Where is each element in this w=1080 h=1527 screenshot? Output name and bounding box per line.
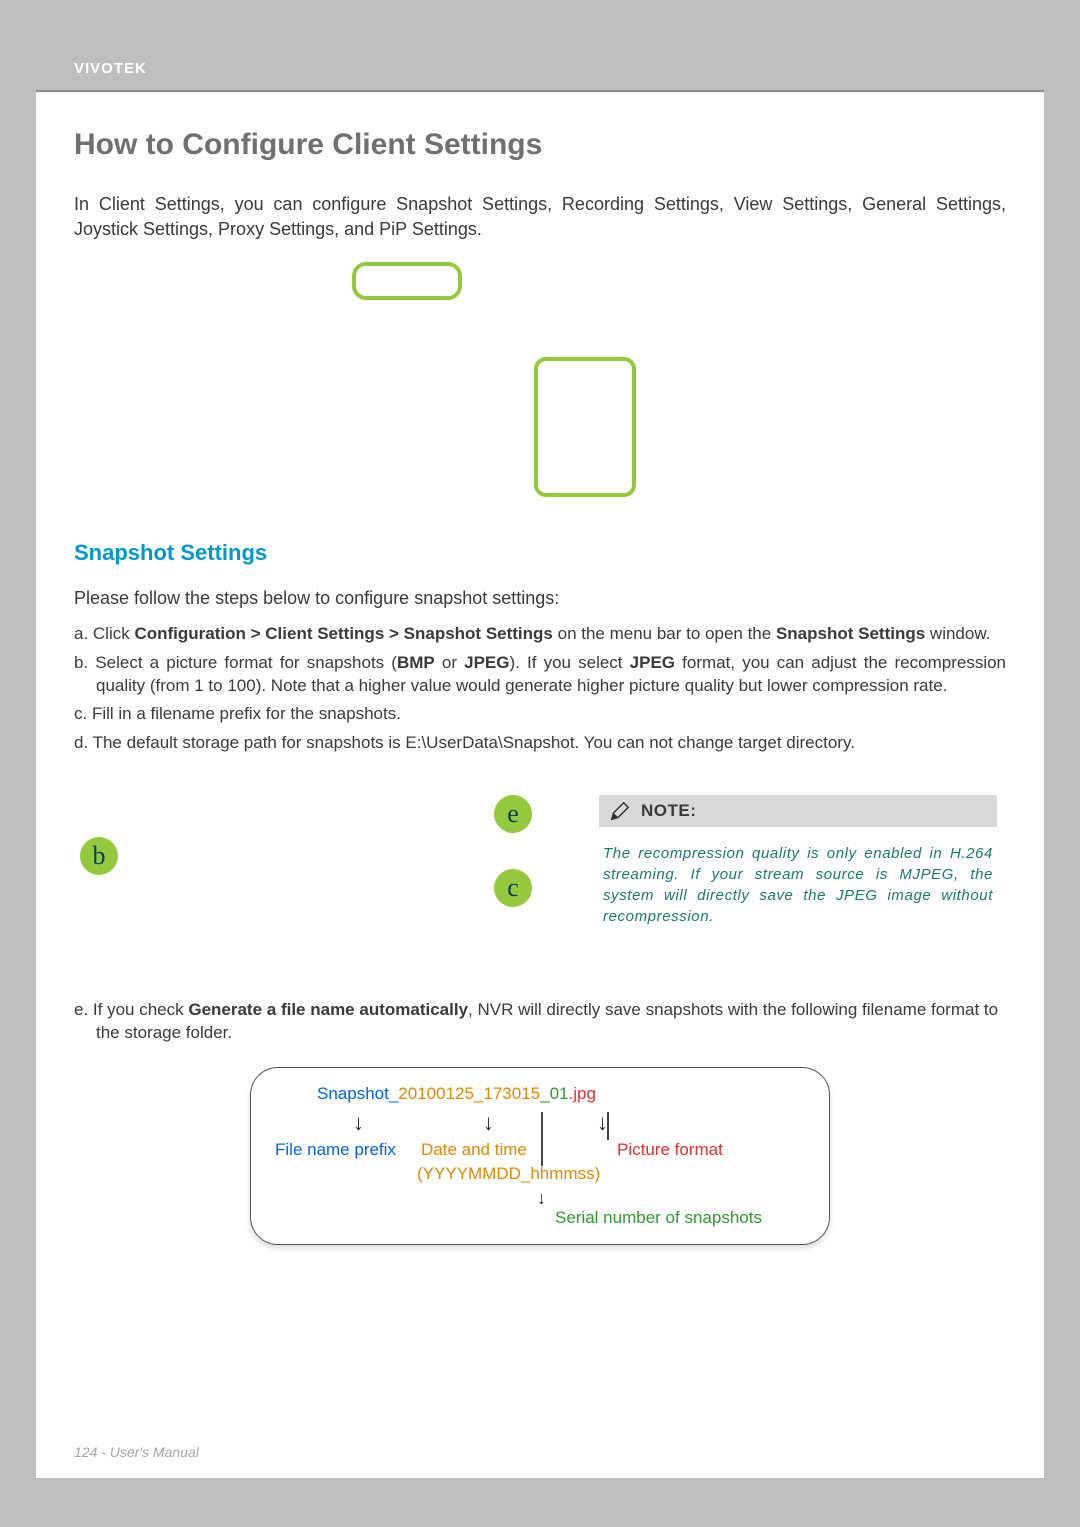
- step-b-text-1: b. Select a picture format for snapshots…: [74, 653, 397, 672]
- marker-b: b: [80, 837, 118, 875]
- filename-diagram: Snapshot_20100125_173015_01.jpg ↓ ↓ ↓ Fi…: [250, 1067, 830, 1245]
- step-a-bold-2: Snapshot Settings: [776, 624, 925, 643]
- filename-prefix: Snapshot_: [317, 1084, 398, 1103]
- screenshot-placeholders: [74, 262, 1006, 512]
- step-a: a. Click Configuration > Client Settings…: [74, 623, 1006, 646]
- label-prefix: File name prefix: [275, 1140, 396, 1160]
- step-e-bold: Generate a file name automatically: [188, 1000, 468, 1019]
- step-c: c. Fill in a filename prefix for the sna…: [74, 703, 1006, 726]
- page-title: How to Configure Client Settings: [74, 128, 1006, 162]
- step-a-text-2: on the menu bar to open the: [553, 624, 776, 643]
- section-heading: Snapshot Settings: [74, 540, 1006, 566]
- note-text: The recompression quality is only enable…: [599, 827, 997, 927]
- step-a-bold-1: Configuration > Client Settings > Snapsh…: [134, 624, 552, 643]
- callout-row: b e c NOTE: The recompression quality is…: [74, 791, 1006, 981]
- step-b: b. Select a picture format for snapshots…: [74, 652, 1006, 698]
- note-box: NOTE: The recompression quality is only …: [599, 795, 997, 927]
- arrow-down-icon: ↓: [537, 1188, 546, 1209]
- step-d: d. The default storage path for snapshot…: [74, 732, 1006, 755]
- marker-c: c: [494, 869, 532, 907]
- highlight-box-2: [534, 357, 636, 497]
- page-content: How to Configure Client Settings In Clie…: [36, 92, 1044, 1245]
- page-footer: 124 - User's Manual: [74, 1444, 199, 1460]
- filename-serial: _01: [540, 1084, 568, 1103]
- note-header: NOTE:: [599, 795, 997, 827]
- note-label: NOTE:: [641, 801, 696, 821]
- step-b-bold-3: JPEG: [630, 653, 675, 672]
- arrow-row: ↓ ↓ ↓: [269, 1110, 811, 1140]
- marker-e: e: [494, 795, 532, 833]
- filename-labels: File name prefix Date and time Picture f…: [269, 1140, 811, 1232]
- step-a-text-1: a. Click: [74, 624, 134, 643]
- label-serial: Serial number of snapshots: [555, 1208, 762, 1228]
- connector-line: [607, 1112, 609, 1140]
- label-format: Picture format: [617, 1140, 723, 1160]
- filename-datetime: 20100125_173015: [398, 1084, 540, 1103]
- arrow-down-icon: ↓: [353, 1110, 364, 1136]
- page-header: VIVOTEK: [36, 38, 1044, 90]
- step-e: e. If you check Generate a file name aut…: [74, 999, 1006, 1045]
- label-datetime-format: (YYYYMMDD_hhmmss): [417, 1164, 600, 1184]
- filename-ext: .jpg: [569, 1084, 596, 1103]
- page: VIVOTEK How to Configure Client Settings…: [36, 38, 1044, 1478]
- step-b-bold-2: JPEG: [464, 653, 509, 672]
- step-a-text-3: window.: [925, 624, 990, 643]
- filename-example: Snapshot_20100125_173015_01.jpg: [269, 1084, 811, 1104]
- step-e-text-1: e. If you check: [74, 1000, 188, 1019]
- step-b-text-3: ). If you select: [510, 653, 630, 672]
- pencil-icon: [609, 800, 631, 822]
- label-datetime: Date and time: [421, 1140, 527, 1160]
- section-lead: Please follow the steps below to configu…: [74, 588, 1006, 609]
- step-b-text-2: or: [435, 653, 464, 672]
- steps-list: a. Click Configuration > Client Settings…: [74, 623, 1006, 756]
- highlight-box-1: [352, 262, 462, 300]
- brand-label: VIVOTEK: [74, 60, 147, 77]
- intro-paragraph: In Client Settings, you can configure Sn…: [74, 192, 1006, 242]
- step-b-bold-1: BMP: [397, 653, 435, 672]
- arrow-down-icon: ↓: [483, 1110, 494, 1136]
